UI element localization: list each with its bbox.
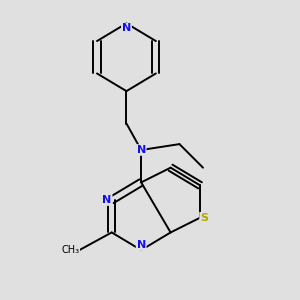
Text: N: N <box>136 240 146 250</box>
Text: S: S <box>200 213 208 223</box>
Text: N: N <box>136 145 146 155</box>
Text: N: N <box>122 23 131 33</box>
Text: N: N <box>103 195 112 205</box>
Text: CH₃: CH₃ <box>61 245 79 255</box>
